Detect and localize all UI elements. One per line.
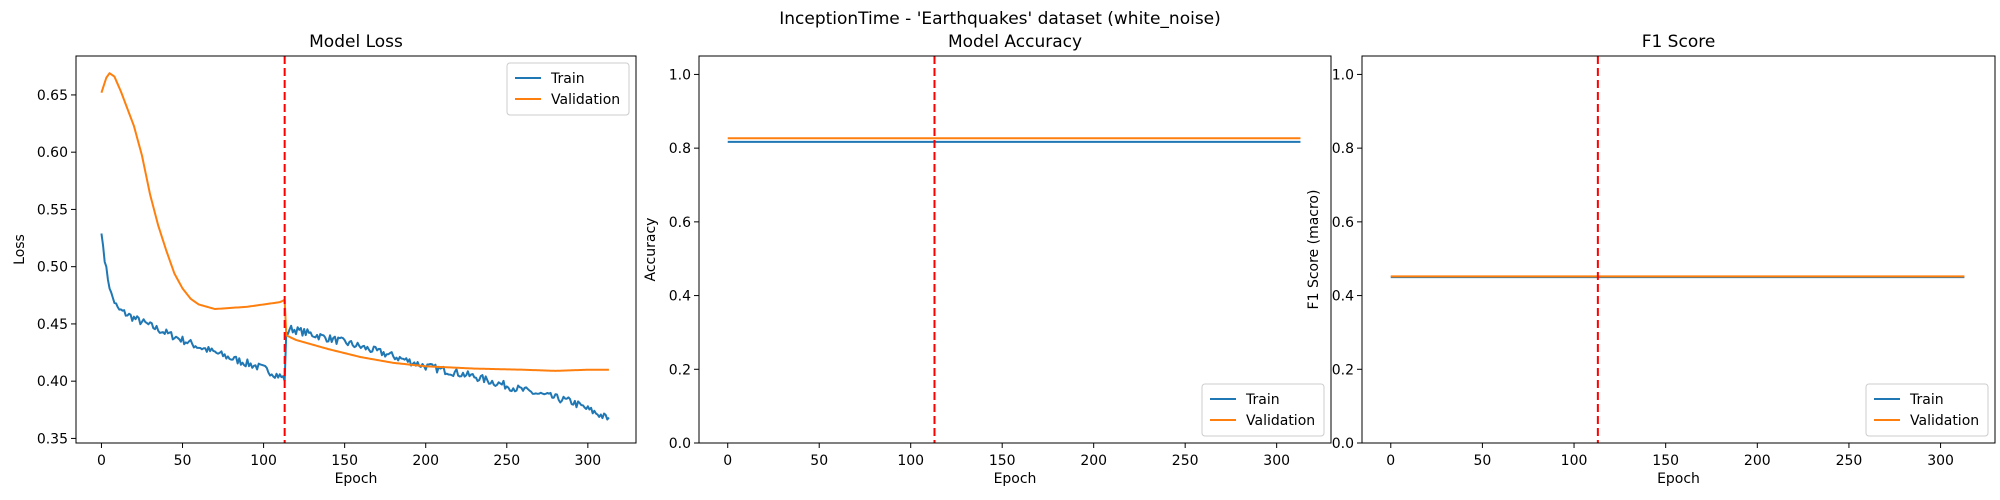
- y-tick-label: 0.2: [669, 362, 691, 378]
- x-axis-label: Epoch: [994, 471, 1037, 487]
- y-tick-label: 0.55: [37, 202, 68, 218]
- axes-frame: [1361, 55, 1996, 444]
- chart-title: Model Loss: [309, 32, 403, 52]
- y-tick-label: 0.8: [1332, 141, 1354, 157]
- figure-suptitle: InceptionTime - 'Earthquakes' dataset (w…: [779, 9, 1221, 29]
- x-tick-label: 200: [1744, 453, 1771, 469]
- x-tick-label: 300: [1927, 453, 1954, 469]
- legend-label: Validation: [1910, 413, 1979, 429]
- x-tick-label: 150: [1652, 453, 1679, 469]
- y-tick-label: 0.6: [1332, 215, 1354, 231]
- x-tick-label: 200: [412, 453, 439, 469]
- x-tick-label: 0: [1386, 453, 1395, 469]
- legend: Train Validation: [1201, 383, 1325, 437]
- plot-area: [100, 56, 610, 443]
- x-tick-label: 100: [250, 453, 277, 469]
- plot-area: [727, 56, 1301, 443]
- y-tick-label: 0.6: [669, 215, 691, 231]
- x-axis-label: Epoch: [335, 471, 378, 487]
- legend: Train Validation: [506, 62, 630, 116]
- x-tick-label: 250: [1836, 453, 1863, 469]
- legend-label: Train: [1245, 392, 1280, 408]
- axes-frame: [698, 55, 1332, 444]
- chart-panel-0: Model Loss 0 50 100 150 200 250 300 0.35 0.40 0.45…: [12, 32, 637, 487]
- y-axis-label: Accuracy: [643, 218, 659, 282]
- x-tick-label: 250: [493, 453, 520, 469]
- series-line-train: [100, 233, 610, 421]
- plot-area: [1390, 56, 1965, 443]
- y-tick-label: 0.40: [37, 374, 68, 390]
- x-tick-label: 0: [97, 453, 106, 469]
- x-tick-label: 150: [331, 453, 358, 469]
- x-tick-label: 50: [174, 453, 192, 469]
- legend-label: Validation: [551, 92, 620, 108]
- legend-label: Train: [1909, 392, 1944, 408]
- y-tick-label: 0.4: [1332, 289, 1354, 305]
- x-tick-label: 50: [810, 453, 828, 469]
- y-axis-label: F1 Score (macro): [1306, 190, 1322, 310]
- legend-box: [1201, 383, 1325, 437]
- y-tick-label: 0.2: [1332, 362, 1354, 378]
- x-tick-label: 100: [897, 453, 924, 469]
- axes-frame: [75, 55, 637, 444]
- y-tick-label: 0.65: [37, 88, 68, 104]
- legend: Train Validation: [1865, 383, 1989, 437]
- x-tick-label: 300: [574, 453, 601, 469]
- x-axis-label: Epoch: [1657, 471, 1700, 487]
- chart-title: F1 Score: [1642, 32, 1716, 52]
- legend-label: Train: [550, 71, 585, 87]
- chart-panel-1: Model Accuracy 0 50 100 150 200 250 300 0.0 0.2 0.…: [643, 32, 1332, 487]
- legend-box: [1865, 383, 1989, 437]
- legend-label: Validation: [1246, 413, 1315, 429]
- y-tick-label: 0.8: [669, 141, 691, 157]
- y-tick-label: 0.45: [37, 317, 68, 333]
- legend-box: [506, 62, 630, 116]
- chart-title: Model Accuracy: [948, 32, 1082, 52]
- x-tick-label: 0: [723, 453, 732, 469]
- x-tick-label: 100: [1561, 453, 1588, 469]
- y-tick-label: 1.0: [669, 67, 691, 83]
- y-tick-label: 0.4: [669, 289, 691, 305]
- x-tick-label: 150: [989, 453, 1016, 469]
- series-line-validation: [100, 72, 609, 372]
- x-tick-label: 300: [1263, 453, 1290, 469]
- y-axis-label: Loss: [12, 234, 28, 265]
- chart-panel-2: F1 Score 0 50 100 150 200 250 300 0.0 0.2 0.4 0.6 0.…: [1306, 32, 1996, 487]
- y-tick-label: 0.60: [37, 145, 68, 161]
- y-tick-label: 0.0: [669, 436, 691, 452]
- x-tick-label: 50: [1473, 453, 1491, 469]
- y-tick-label: 0.0: [1332, 436, 1354, 452]
- x-tick-label: 200: [1080, 453, 1107, 469]
- y-tick-label: 0.35: [37, 431, 68, 447]
- y-tick-label: 1.0: [1332, 67, 1354, 83]
- y-tick-label: 0.50: [37, 260, 68, 276]
- x-tick-label: 250: [1172, 453, 1199, 469]
